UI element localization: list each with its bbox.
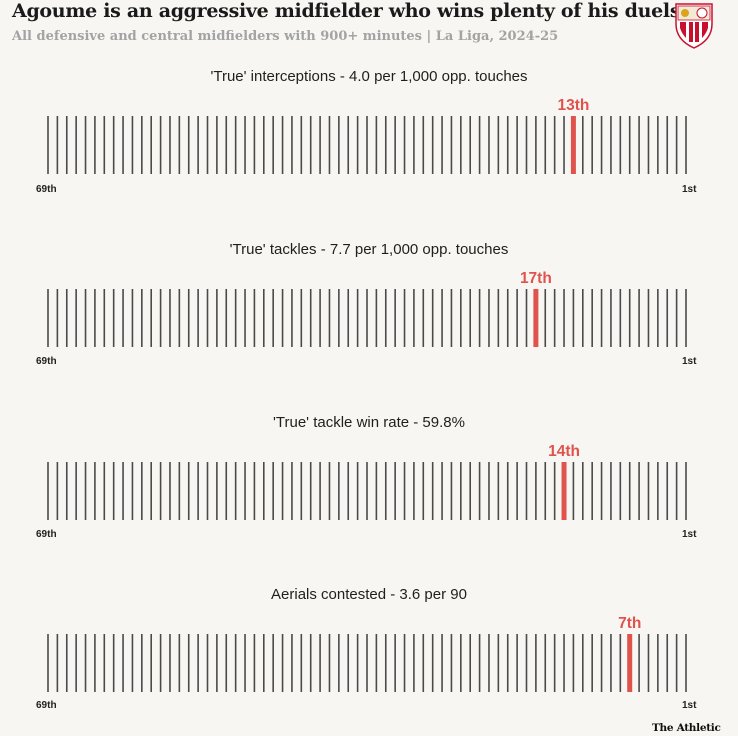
sevilla-crest-icon xyxy=(675,3,713,49)
right-axis-label: 1st xyxy=(682,356,697,367)
panel-title: 'True' tackles - 7.7 per 1,000 opp. touc… xyxy=(229,241,509,258)
rank-bars: 13th xyxy=(47,97,687,174)
right-axis-label: 1st xyxy=(682,529,697,540)
rank-bars: 7th xyxy=(47,615,687,692)
highlight-rank-label: 13th xyxy=(557,97,589,114)
chart-title: Agoume is an aggressive midfielder who w… xyxy=(12,0,681,22)
highlight-rank-label: 17th xyxy=(520,270,552,287)
highlight-rank-label: 7th xyxy=(618,615,641,632)
panel-title: Aerials contested - 3.6 per 90 xyxy=(271,586,467,603)
panel-tackles: 'True' tackles - 7.7 per 1,000 opp. touc… xyxy=(0,241,738,391)
right-axis-label: 1st xyxy=(682,700,697,711)
left-axis-label: 69th xyxy=(36,529,57,540)
right-axis-label: 1st xyxy=(682,184,697,195)
highlight-rank-label: 14th xyxy=(548,443,580,460)
source-credit: The Athletic xyxy=(652,722,721,734)
rank-bars: 14th xyxy=(47,443,687,520)
panel-title: 'True' interceptions - 4.0 per 1,000 opp… xyxy=(210,68,528,85)
panel-tackle-win-rate: 'True' tackle win rate - 59.8% 14th 69th… xyxy=(0,414,738,564)
panel-title: 'True' tackle win rate - 59.8% xyxy=(273,414,465,431)
left-axis-label: 69th xyxy=(36,356,57,367)
rank-bars: 17th xyxy=(47,270,687,347)
chart-subtitle: All defensive and central midfielders wi… xyxy=(12,29,559,44)
left-axis-label: 69th xyxy=(36,184,57,195)
panel-aerials: Aerials contested - 3.6 per 90 7th 69th … xyxy=(0,586,738,736)
panel-interceptions: 'True' interceptions - 4.0 per 1,000 opp… xyxy=(0,68,738,218)
left-axis-label: 69th xyxy=(36,700,57,711)
